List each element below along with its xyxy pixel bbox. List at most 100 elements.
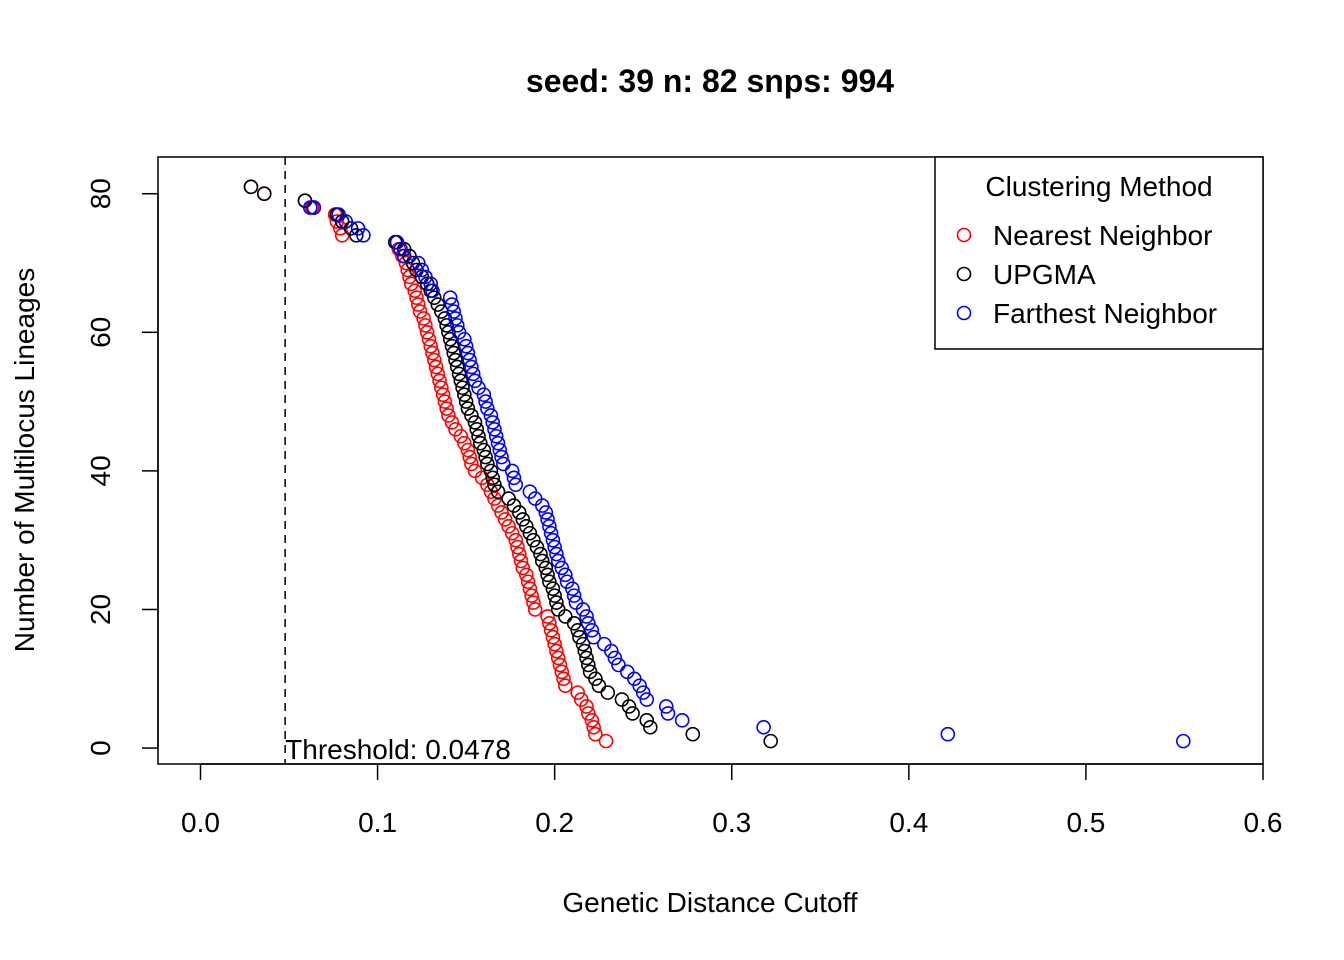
data-point [515,512,531,527]
data-point [306,200,322,215]
data-point [497,512,513,527]
data-point [464,408,479,423]
data-point [449,359,465,375]
data-point [487,491,502,506]
data-point [396,248,412,264]
data-point [446,304,462,319]
data-point [416,311,431,326]
data-point [439,401,454,416]
data-point [414,262,430,278]
data-point [488,428,504,444]
data-point [437,311,453,326]
data-point [460,345,476,361]
data-point [586,719,601,735]
data-point [510,539,525,555]
data-point [338,214,354,229]
data-point [494,505,509,520]
data-point [552,657,568,673]
data-point [471,428,486,444]
data-point [522,525,538,541]
data-point [534,553,550,569]
x-tick-label: 0.2 [535,807,574,838]
data-point [469,422,485,437]
data-point [526,532,541,548]
series-1 [243,179,779,749]
data-point [457,435,472,451]
data-point [524,588,539,603]
data-point [437,394,453,409]
data-point [554,664,570,680]
data-point [522,581,538,596]
data-point [423,276,439,292]
data-point [349,228,364,243]
data-point [460,401,476,416]
chart-title: seed: 39 n: 82 snps: 994 [526,63,894,99]
data-point [455,380,470,396]
data-point [485,470,500,486]
data-point [419,325,435,340]
data-point [547,539,562,555]
data-point [483,484,499,499]
data-point [658,699,674,714]
data-point [572,629,587,645]
data-point [442,331,458,347]
data-point [508,532,524,548]
data-point [442,290,458,305]
data-point [243,179,259,195]
data-point [462,449,477,465]
data-point [478,394,493,409]
data-point [543,622,559,638]
data-point [538,505,554,520]
data-point [621,699,637,714]
data-point [588,726,603,742]
data-point [584,622,600,638]
data-point [465,366,481,382]
data-point [598,733,614,749]
data-point [579,699,594,714]
data-points [243,179,1191,749]
data-point [545,581,561,596]
data-point [446,345,462,361]
data-point [426,352,442,368]
data-point [763,733,779,749]
y-tick-label: 80 [85,178,116,209]
data-point [533,546,548,562]
data-point [511,546,527,562]
data-point [566,616,582,631]
data-point [756,719,771,735]
data-point [549,546,564,562]
x-tick-label: 0.4 [889,807,928,838]
data-point [549,643,564,659]
data-point [565,581,580,596]
data-point [426,290,442,305]
data-point [444,338,460,354]
data-point [540,609,555,624]
data-point [476,387,492,402]
data-point [600,685,616,700]
data-point [577,643,593,659]
data-point [487,477,502,493]
data-point [575,636,591,652]
data-point [515,560,531,576]
data-point [389,234,405,250]
data-point [448,311,463,326]
y-tick-label: 0 [85,740,116,756]
data-point [472,435,488,451]
data-point [480,456,495,472]
data-point [519,519,534,534]
data-point [458,394,474,409]
data-point [405,255,421,271]
data-point [586,629,601,645]
data-point [462,352,477,368]
data-point [432,373,447,389]
legend-label: UPGMA [993,259,1096,290]
data-point [403,276,419,292]
data-point [550,553,566,569]
data-point [506,470,522,486]
legend-title: Clustering Method [985,171,1212,202]
data-point [547,636,562,652]
data-point [542,519,557,534]
data-point [411,255,426,271]
series-0 [243,179,614,749]
